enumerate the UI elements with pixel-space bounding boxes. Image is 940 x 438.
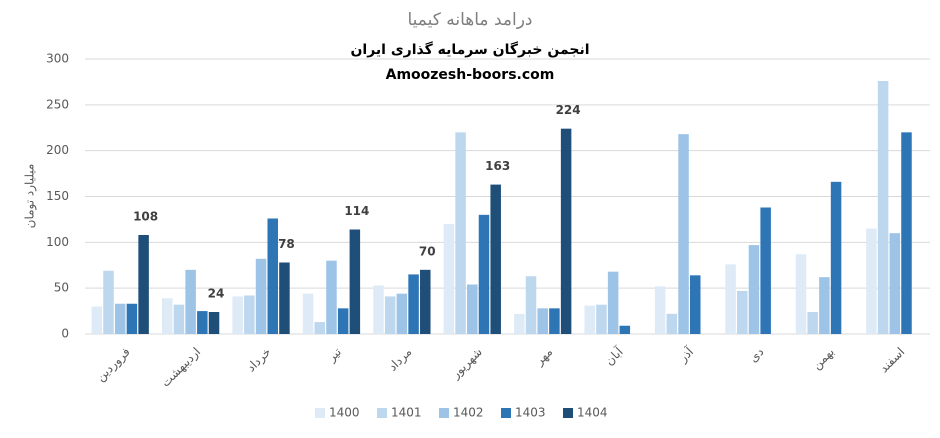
bar — [725, 264, 736, 334]
data-label: 108 — [133, 210, 158, 224]
bar — [314, 322, 326, 334]
bar — [326, 260, 337, 334]
bar — [549, 308, 560, 334]
x-tick-label: بهمن — [809, 345, 837, 373]
bar — [91, 306, 103, 334]
y-tick-label: 100 — [46, 235, 69, 249]
bar — [478, 214, 490, 334]
legend-label: 1403 — [515, 406, 546, 420]
bar — [103, 270, 114, 334]
bar — [525, 276, 537, 334]
data-label: 70 — [419, 244, 436, 258]
bar — [737, 290, 748, 334]
bar — [795, 254, 807, 334]
bar — [255, 258, 267, 334]
legend-swatch — [501, 408, 511, 418]
bar — [490, 184, 501, 334]
bar — [678, 134, 689, 334]
y-axis-label: میلیارد تومان — [23, 164, 38, 229]
data-label: 78 — [278, 237, 295, 251]
bar — [877, 81, 889, 334]
bar — [208, 312, 220, 334]
bar — [689, 275, 701, 334]
bar — [420, 269, 431, 334]
x-tick-label: آبان — [602, 344, 627, 369]
x-tick-label: اردیبهشت — [158, 345, 204, 391]
bar — [584, 305, 595, 334]
x-tick-label: فروردین — [93, 345, 133, 385]
bar — [901, 132, 912, 334]
bar — [302, 293, 314, 334]
bar — [443, 224, 455, 334]
bar — [337, 308, 349, 334]
bar — [866, 228, 877, 334]
bar — [514, 313, 525, 334]
bar — [467, 284, 478, 334]
bar — [619, 325, 631, 334]
x-tick-label: تیر — [324, 345, 345, 366]
bar — [173, 304, 185, 334]
bar — [596, 304, 607, 334]
legend-label: 1404 — [577, 406, 608, 420]
bar — [760, 207, 771, 334]
data-label: 224 — [556, 103, 581, 117]
chart-subtitle: انجمن خبرگان سرمایه گذاری ایران — [350, 41, 589, 58]
y-tick-label: 250 — [46, 97, 69, 111]
bar — [384, 296, 396, 334]
bar — [279, 262, 290, 334]
bar — [654, 286, 666, 334]
bar — [126, 303, 138, 334]
bar — [244, 295, 255, 334]
bar — [232, 296, 243, 334]
data-label: 24 — [208, 287, 225, 301]
y-tick-label: 200 — [46, 143, 69, 157]
bar — [889, 233, 901, 334]
bar — [830, 181, 842, 334]
legend-swatch — [563, 408, 573, 418]
bar — [373, 285, 384, 334]
bar — [666, 313, 678, 334]
bar — [455, 132, 466, 334]
legend-label: 1401 — [391, 406, 422, 420]
x-tick-label: مرداد — [385, 345, 415, 375]
bar — [819, 277, 830, 334]
legend-swatch — [315, 408, 325, 418]
bar — [185, 269, 196, 334]
y-tick-label: 0 — [61, 327, 69, 341]
x-tick-label: آذر — [675, 344, 698, 367]
bar — [537, 308, 548, 334]
x-tick-label: دی — [746, 345, 766, 365]
x-tick-label: مهر — [532, 345, 556, 369]
bar — [197, 311, 208, 334]
x-tick-label: اسفند — [877, 345, 908, 376]
legend-swatch — [377, 408, 387, 418]
bar — [161, 298, 173, 334]
bar — [560, 128, 572, 334]
data-label: 114 — [344, 204, 369, 218]
bar — [748, 245, 760, 334]
bar — [607, 271, 619, 334]
legend-swatch — [439, 408, 449, 418]
y-tick-label: 50 — [54, 281, 69, 295]
chart-subtitle: Amoozesh-boors.com — [386, 67, 555, 83]
bar — [349, 229, 361, 334]
bar — [396, 293, 408, 334]
bar — [114, 303, 126, 334]
bar — [807, 312, 818, 334]
legend-label: 1402 — [453, 406, 484, 420]
bar — [408, 274, 419, 334]
chart-title: درامد ماهانه کیمیا — [408, 10, 533, 30]
x-tick-label: خرداد — [244, 345, 274, 375]
y-tick-label: 300 — [46, 52, 69, 66]
x-tick-label: شهریور — [448, 345, 486, 383]
bar — [267, 218, 278, 334]
data-label: 163 — [485, 159, 510, 173]
y-tick-label: 150 — [46, 189, 69, 203]
bar — [138, 235, 149, 334]
legend-label: 1400 — [329, 406, 360, 420]
